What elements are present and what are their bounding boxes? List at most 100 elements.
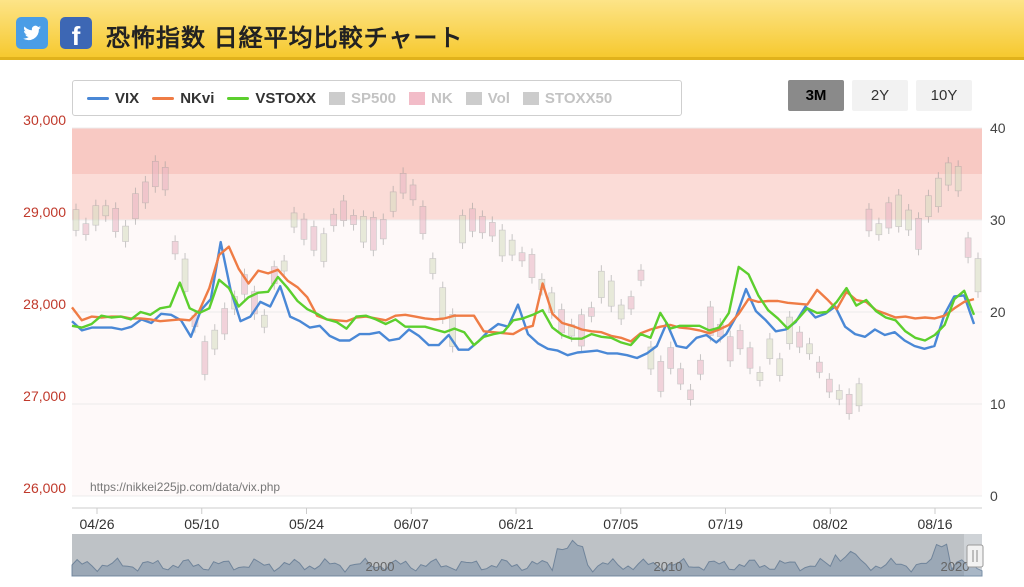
x-axis-tick: 06/21 bbox=[498, 516, 533, 532]
candle-body bbox=[498, 229, 506, 257]
navigator: 2000 2010 2020 bbox=[71, 534, 984, 577]
legend-label: SP500 bbox=[350, 89, 397, 107]
facebook-f-icon[interactable]: f bbox=[60, 17, 92, 51]
x-axis-tick: 05/24 bbox=[289, 516, 324, 532]
legend-swatch bbox=[522, 91, 539, 105]
candle-body bbox=[161, 167, 169, 191]
x-axis-tick: 05/10 bbox=[184, 516, 219, 532]
legend-label: VSTOXX bbox=[255, 89, 316, 107]
candle-body bbox=[290, 212, 298, 228]
candle-body bbox=[360, 216, 367, 243]
range-button-10y[interactable]: 10Y bbox=[916, 80, 972, 111]
range-button-2y[interactable]: 2Y bbox=[852, 80, 908, 111]
legend-item-vix[interactable]: VIX bbox=[87, 90, 139, 107]
candle-body bbox=[677, 368, 684, 385]
candle-body bbox=[201, 341, 209, 375]
right-axis-tick: 30 bbox=[990, 212, 1006, 228]
x-axis-tick: 07/05 bbox=[603, 516, 638, 532]
candle-body bbox=[736, 330, 744, 350]
candle-body bbox=[508, 239, 516, 256]
legend-item-sp500[interactable]: SP500 bbox=[328, 89, 397, 107]
candle-body bbox=[409, 184, 417, 201]
navigator-mask bbox=[72, 534, 964, 576]
candle-body bbox=[300, 218, 308, 240]
candle-body bbox=[627, 296, 635, 310]
candle-body bbox=[92, 205, 100, 226]
fear-band bbox=[72, 128, 982, 174]
legend-item-stoxx50[interactable]: STOXX50 bbox=[522, 89, 613, 107]
candle-body bbox=[756, 371, 764, 381]
candles bbox=[72, 155, 982, 420]
left-axis-tick: 28,000 bbox=[23, 296, 66, 312]
candle-body bbox=[875, 223, 883, 236]
candle-body bbox=[142, 181, 149, 204]
watermark-url: https://nikkei225jp.com/data/vix.php bbox=[90, 480, 280, 494]
x-axis-tick: 07/19 bbox=[708, 516, 743, 532]
candle-body bbox=[518, 252, 526, 262]
candle-body bbox=[935, 177, 942, 207]
candle-body bbox=[261, 314, 268, 328]
legend-item-nk[interactable]: NK bbox=[409, 90, 453, 107]
legend-item-vol[interactable]: Vol bbox=[465, 90, 510, 107]
candle-body bbox=[826, 378, 833, 393]
navigator-series bbox=[71, 539, 983, 577]
candle-body bbox=[102, 205, 110, 217]
candle-body bbox=[598, 270, 605, 298]
candle-body bbox=[667, 347, 675, 369]
candle-body bbox=[726, 336, 734, 362]
legend-swatch bbox=[465, 91, 482, 105]
candle-body bbox=[241, 274, 248, 295]
candle-body bbox=[419, 206, 427, 234]
candle-body bbox=[954, 166, 962, 192]
right-axis-tick: 10 bbox=[990, 396, 1006, 412]
candle-body bbox=[766, 338, 774, 359]
legend-item-nkvi[interactable]: NKvi bbox=[152, 90, 214, 107]
range-button-3m[interactable]: 3M bbox=[788, 80, 844, 111]
legend-swatch bbox=[87, 96, 109, 100]
candle-body bbox=[835, 390, 843, 400]
candle-body bbox=[340, 200, 347, 221]
navigator-handle[interactable] bbox=[966, 544, 984, 568]
candle-body bbox=[637, 269, 645, 281]
candle-body bbox=[350, 215, 357, 225]
candle-body bbox=[132, 193, 139, 220]
candle-body bbox=[330, 213, 338, 227]
candle-body bbox=[687, 389, 694, 400]
candle-body bbox=[72, 209, 80, 231]
right-axis-tick: 20 bbox=[990, 304, 1006, 320]
candle-body bbox=[647, 346, 655, 370]
navigator-label: 2020 bbox=[941, 559, 970, 574]
x-axis-tick: 04/26 bbox=[79, 516, 114, 532]
range-selector: 3M 2Y 10Y bbox=[788, 80, 972, 111]
chart-legend: VIX NKvi VSTOXX SP500 NK Vol STOXX50 bbox=[72, 80, 682, 116]
candle-body bbox=[151, 160, 159, 188]
legend-label: STOXX50 bbox=[544, 89, 613, 107]
candle-body bbox=[370, 217, 377, 251]
candle-body bbox=[806, 343, 813, 355]
right-axis-tick: 0 bbox=[990, 488, 998, 504]
candle-body bbox=[379, 219, 387, 240]
legend-item-vstoxx[interactable]: VSTOXX bbox=[227, 90, 316, 107]
twitter-bird-icon[interactable] bbox=[16, 17, 48, 49]
candle-body bbox=[528, 254, 536, 278]
candle-body bbox=[865, 208, 873, 232]
candle-body bbox=[429, 258, 437, 274]
legend-label: NK bbox=[431, 89, 453, 107]
candle-body bbox=[171, 241, 179, 255]
candle-body bbox=[964, 237, 972, 258]
candle-body bbox=[389, 191, 397, 212]
candle-body bbox=[310, 226, 318, 251]
candle-body bbox=[915, 217, 922, 250]
right-axis-tick: 40 bbox=[990, 120, 1006, 136]
candle-body bbox=[607, 280, 615, 307]
candle-body bbox=[925, 195, 932, 217]
legend-label: VIX bbox=[115, 89, 140, 107]
candle-body bbox=[439, 287, 447, 319]
navigator-label: 2000 bbox=[366, 559, 395, 574]
candle-body bbox=[479, 216, 486, 234]
left-axis-tick: 30,000 bbox=[23, 112, 66, 128]
candle-body bbox=[707, 306, 714, 336]
candle-body bbox=[855, 383, 863, 407]
left-axis-tick: 29,000 bbox=[23, 204, 66, 220]
candle-body bbox=[944, 162, 952, 186]
